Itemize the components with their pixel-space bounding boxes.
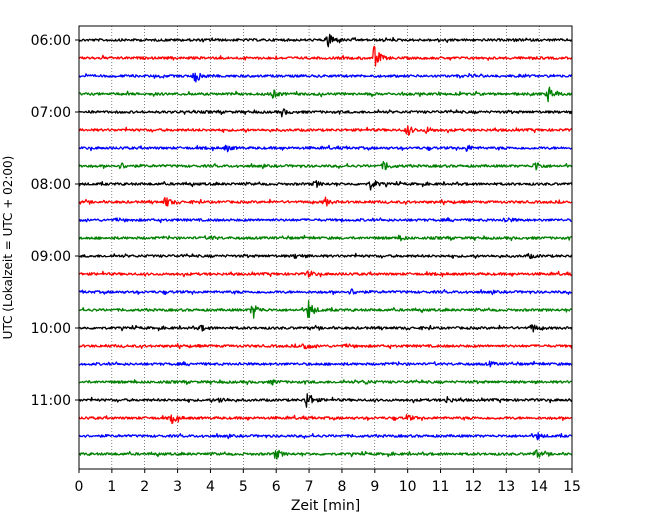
x-tick-label: 10 bbox=[399, 479, 417, 495]
x-tick-label: 3 bbox=[173, 479, 182, 495]
seismic-trace bbox=[78, 270, 573, 278]
seismic-trace bbox=[78, 234, 573, 242]
vertical-grid bbox=[111, 26, 540, 469]
seismic-trace bbox=[78, 343, 573, 350]
x-tick-label: 6 bbox=[272, 479, 281, 495]
y-tick-label: 09:00 bbox=[31, 249, 71, 265]
seismic-trace bbox=[78, 45, 573, 67]
y-tick-label: 06:00 bbox=[31, 33, 71, 49]
x-tick-label: 4 bbox=[206, 479, 215, 495]
seismic-trace bbox=[78, 252, 573, 260]
trace-group bbox=[78, 33, 573, 460]
y-axis-label: UTC (Lokalzeit = UTC + 02:00) bbox=[1, 156, 15, 340]
x-tick-label: 8 bbox=[337, 479, 346, 495]
seismic-trace bbox=[78, 432, 573, 441]
seismic-trace bbox=[78, 449, 573, 460]
y-axis-ticks: 06:00 07:00 08:00 09:00 10:00 11:00 bbox=[31, 33, 79, 409]
seismic-trace bbox=[78, 108, 573, 118]
x-tick-label: 1 bbox=[107, 479, 116, 495]
seismic-trace bbox=[78, 217, 572, 224]
x-axis-ticks: 0 1 2 3 4 5 6 7 8 9 10 11 12 13 14 15 bbox=[75, 469, 581, 495]
seismic-trace bbox=[78, 393, 573, 408]
seismic-trace bbox=[78, 414, 573, 425]
x-tick-label: 0 bbox=[75, 479, 84, 495]
x-tick-label: 12 bbox=[464, 479, 482, 495]
x-tick-label: 14 bbox=[530, 479, 548, 495]
x-axis-label: Zeit [min] bbox=[291, 498, 360, 514]
seismic-trace bbox=[78, 288, 573, 296]
seismic-trace bbox=[78, 196, 573, 207]
seismic-trace bbox=[78, 144, 573, 153]
seismic-trace bbox=[78, 125, 573, 136]
x-tick-label: 15 bbox=[563, 479, 581, 495]
seismic-trace bbox=[78, 33, 573, 48]
seismic-trace bbox=[78, 300, 573, 319]
x-tick-label: 7 bbox=[305, 479, 314, 495]
seismic-trace bbox=[78, 72, 573, 83]
seismic-trace bbox=[78, 379, 573, 386]
x-tick-label: 13 bbox=[497, 479, 515, 495]
x-tick-label: 2 bbox=[140, 479, 149, 495]
y-tick-label: 10:00 bbox=[31, 321, 71, 337]
y-tick-label: 11:00 bbox=[31, 393, 71, 409]
seismic-trace bbox=[78, 161, 573, 171]
seismic-trace bbox=[78, 180, 573, 191]
seismic-trace bbox=[78, 86, 573, 103]
seismic-trace bbox=[78, 324, 573, 333]
plot-frame bbox=[78, 25, 573, 470]
seismic-trace bbox=[78, 360, 573, 368]
x-tick-label: 5 bbox=[239, 479, 248, 495]
y-tick-label: 07:00 bbox=[31, 105, 71, 121]
x-tick-label: 11 bbox=[432, 479, 450, 495]
y-tick-label: 08:00 bbox=[31, 177, 71, 193]
x-tick-label: 9 bbox=[370, 479, 379, 495]
